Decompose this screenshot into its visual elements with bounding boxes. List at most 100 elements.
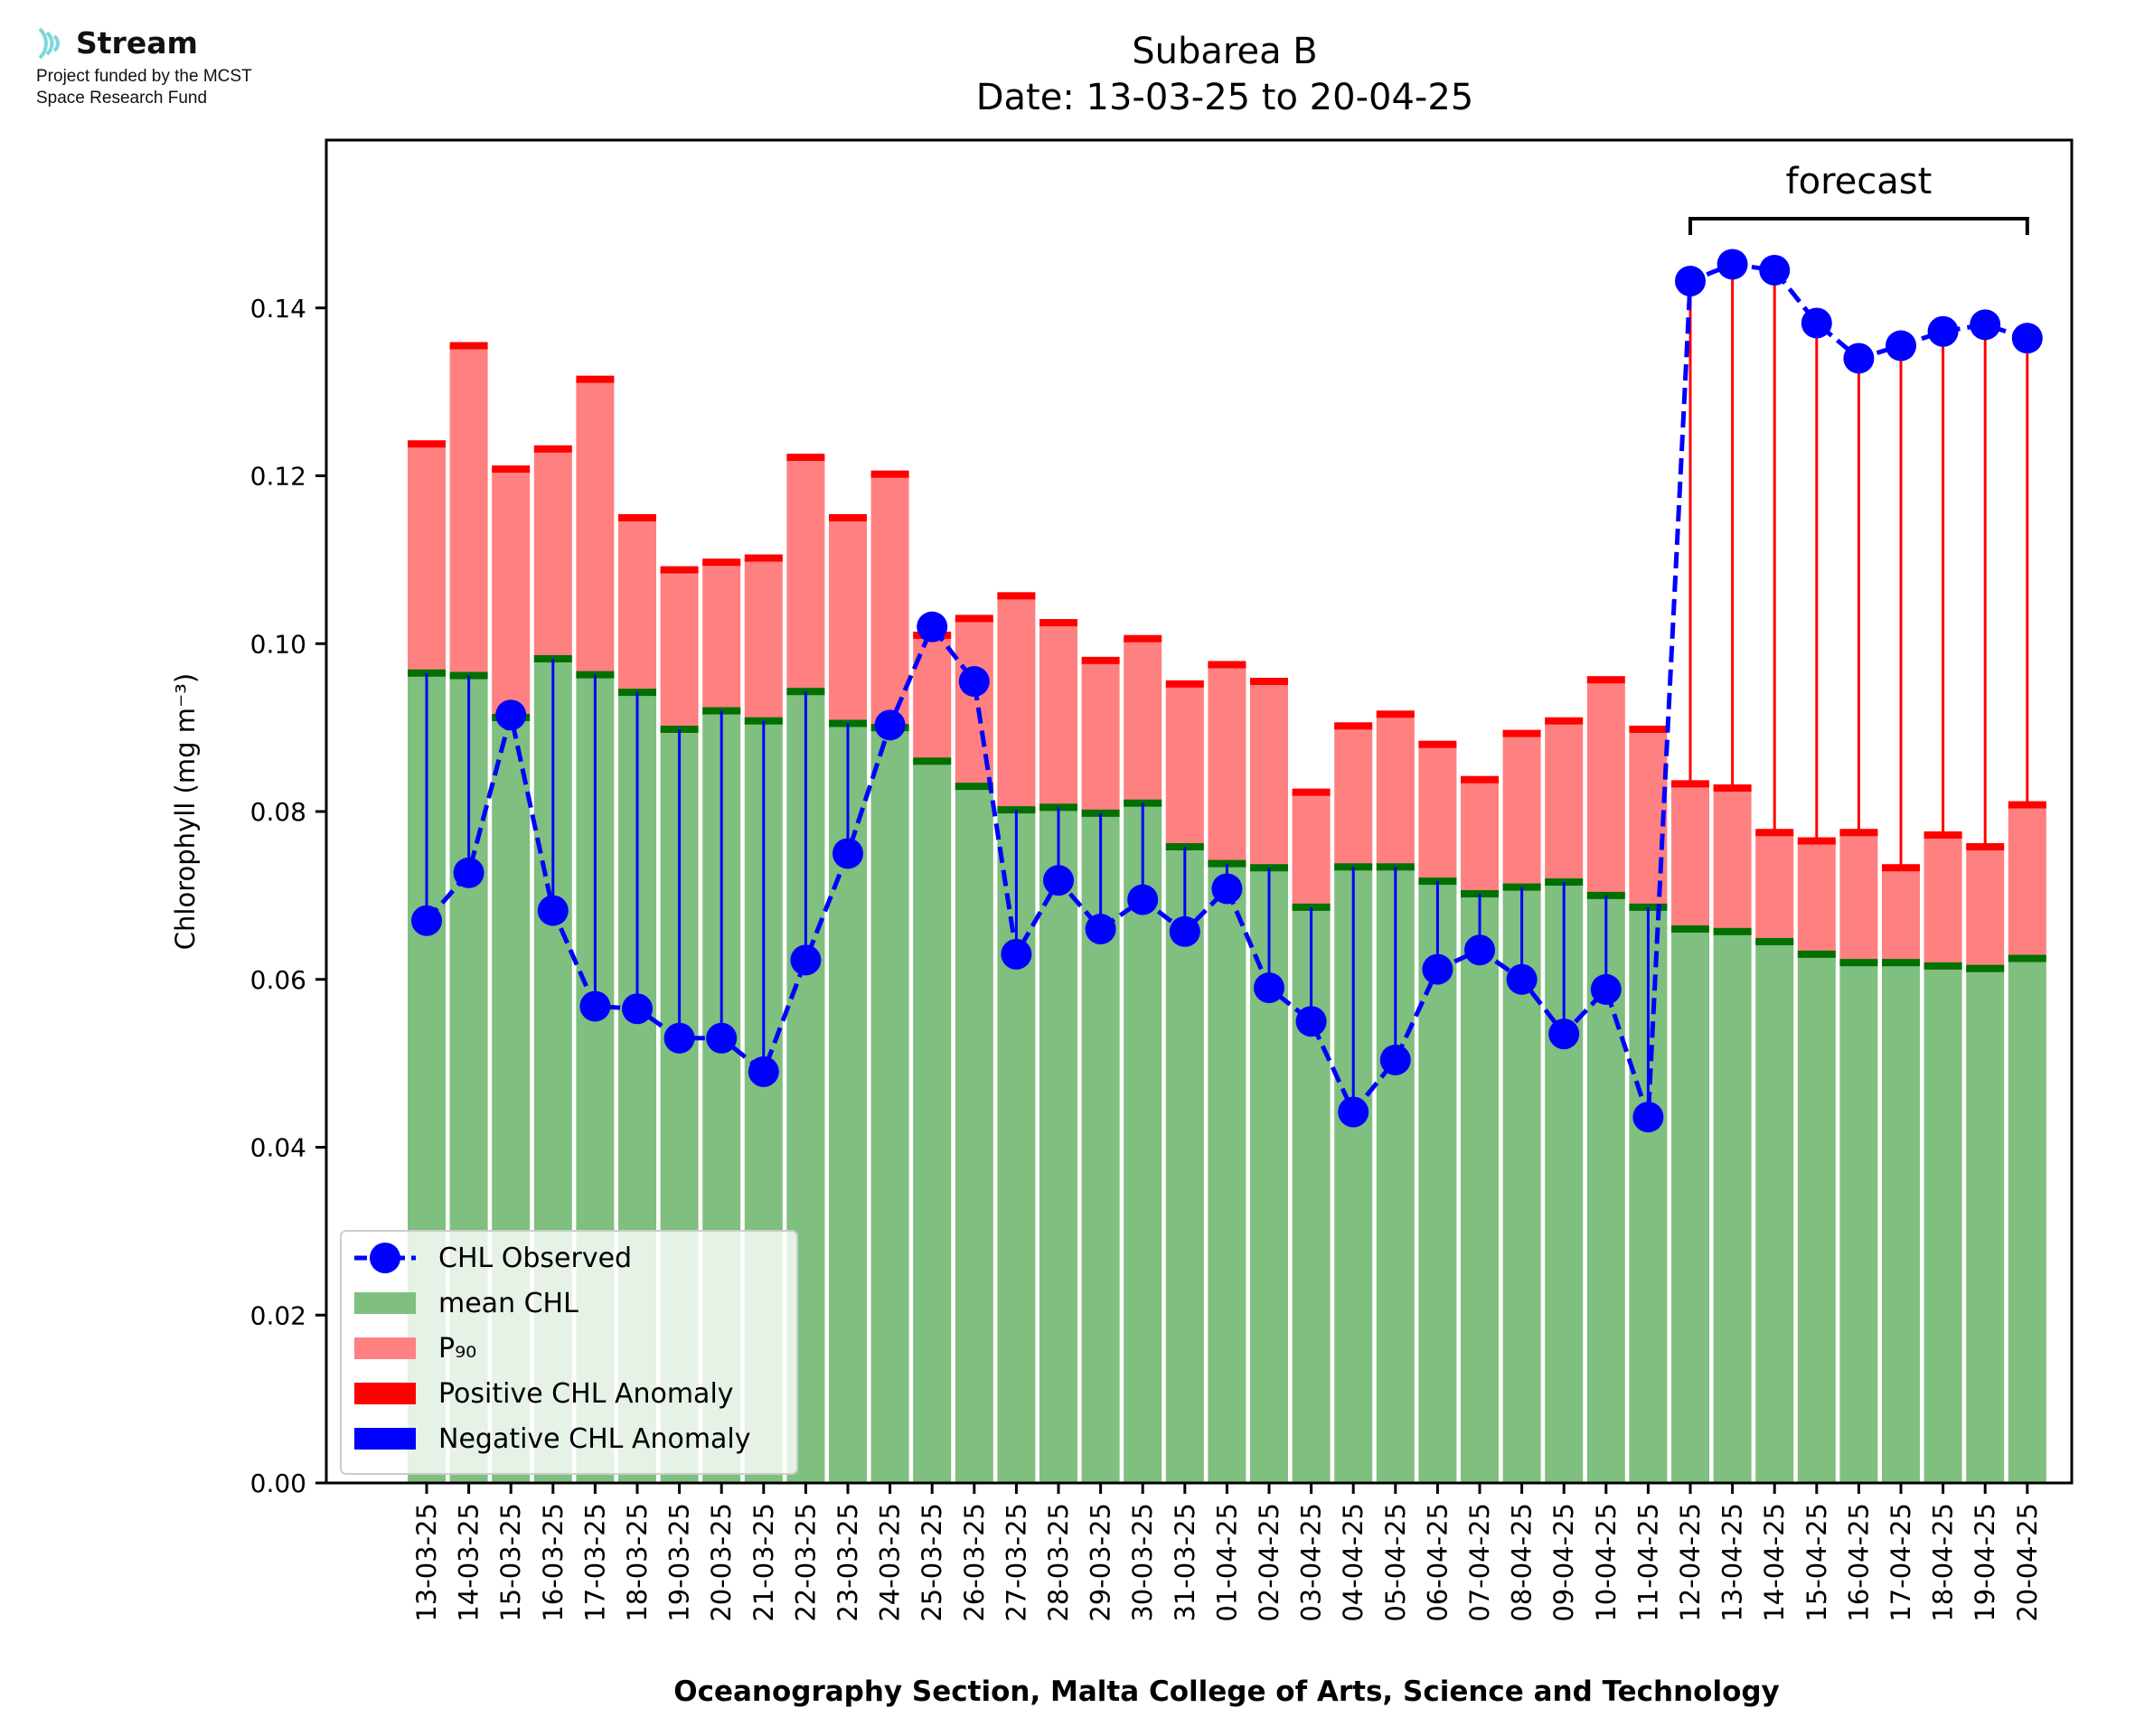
observed-point (1211, 873, 1243, 905)
observed-point (1506, 963, 1538, 995)
p90-bar (1671, 784, 1709, 930)
mean-chl-bar (1039, 807, 1077, 1483)
legend: CHL Observed mean CHL P₉₀ Positive CHL Anom… (340, 1230, 798, 1475)
observed-point (579, 990, 611, 1022)
x-tick-label: 23-03-25 (832, 1503, 863, 1622)
observed-point (958, 666, 990, 698)
p90-cap (1629, 725, 1668, 733)
p90-bar (1208, 664, 1246, 864)
mean-chl-bar (1671, 929, 1709, 1483)
x-tick-label: 13-03-25 (411, 1503, 442, 1622)
x-axis-label: Oceanography Section, Malta College of A… (673, 1675, 1780, 1708)
x-tick-label: 30-03-25 (1127, 1503, 1158, 1622)
x-tick-label: 21-03-25 (748, 1503, 779, 1622)
observed-point (832, 838, 863, 869)
legend-box (340, 1230, 798, 1475)
p90-cap (829, 513, 867, 521)
mean-chl-cap (2008, 954, 2046, 962)
mean-chl-bar (1966, 968, 2005, 1483)
x-tick-label: 25-03-25 (917, 1503, 947, 1622)
observed-point (1632, 1102, 1664, 1133)
y-tick-label: 0.12 (250, 462, 306, 492)
x-tick-label: 13-04-25 (1717, 1503, 1748, 1622)
p90-bar (1755, 832, 1794, 942)
p90-bar (1924, 835, 1962, 966)
observed-point (1464, 934, 1495, 966)
p90-bar (1839, 832, 1878, 963)
observed-point (790, 944, 822, 976)
p90-bar (870, 474, 909, 728)
legend-label: P₉₀ (438, 1333, 476, 1365)
p90-cap (1124, 634, 1162, 643)
p90-cap (1292, 788, 1331, 796)
observed-point (453, 857, 484, 888)
observed-point (706, 1022, 738, 1054)
p90-bar (1418, 744, 1457, 882)
observed-point (1590, 973, 1622, 1005)
observed-point (1759, 254, 1791, 286)
observed-point (1801, 307, 1832, 339)
legend-observed-marker (370, 1243, 400, 1273)
observed-point (1717, 249, 1748, 280)
p90-bar (997, 596, 1036, 811)
x-tick-label: 17-03-25 (579, 1503, 610, 1622)
y-tick-label: 0.10 (250, 629, 306, 659)
mean-chl-bar (1755, 941, 1794, 1483)
p90-cap (997, 592, 1036, 600)
p90-bar (829, 517, 867, 724)
mean-chl-cap (1882, 959, 1920, 967)
mean-chl-bar (1713, 931, 1752, 1483)
p90-bar (1586, 680, 1625, 896)
p90-bar (2008, 804, 2046, 959)
mean-chl-cap (1839, 959, 1878, 967)
y-tick-label: 0.06 (250, 965, 306, 995)
p90-bar (533, 448, 572, 659)
x-tick-label: 20-03-25 (706, 1503, 737, 1622)
y-tick-label: 0.00 (250, 1469, 306, 1498)
p90-cap (786, 454, 825, 462)
p90-cap (702, 558, 741, 567)
observed-point (622, 993, 653, 1025)
mean-chl-cap (955, 783, 993, 791)
legend-negative-swatch (354, 1428, 416, 1450)
observed-point (748, 1056, 779, 1087)
observed-point (1001, 938, 1032, 970)
y-tick-label: 0.02 (250, 1300, 306, 1330)
p90-cap (1586, 676, 1625, 684)
x-tick-label: 28-03-25 (1043, 1503, 1074, 1622)
x-tick-label: 02-04-25 (1254, 1503, 1284, 1622)
p90-cap (955, 615, 993, 623)
p90-cap (1461, 775, 1499, 784)
p90-bar (576, 379, 615, 675)
x-tick-label: 19-03-25 (664, 1503, 695, 1622)
chart-title-line-1: Subarea B (1132, 31, 1318, 72)
stream-waves-icon (38, 27, 60, 60)
observed-point (1085, 914, 1116, 945)
p90-cap (1039, 619, 1077, 627)
p90-cap (1418, 740, 1457, 748)
p90-bar (408, 444, 446, 673)
x-tick-label: 01-04-25 (1211, 1503, 1242, 1622)
p90-bar (618, 517, 656, 693)
mean-chl-bar (955, 786, 993, 1483)
observed-point (411, 905, 442, 936)
x-tick-label: 29-03-25 (1086, 1503, 1116, 1622)
p90-cap (1334, 722, 1373, 730)
x-tick-label: 10-04-25 (1591, 1503, 1622, 1622)
legend-label: Negative CHL Anomaly (438, 1423, 751, 1455)
mean-chl-cap (1671, 925, 1709, 934)
p90-bar (1376, 714, 1415, 868)
observed-point (1927, 315, 1959, 347)
p90-bar (1882, 868, 1920, 963)
p90-cap (449, 342, 488, 350)
mean-chl-bar (870, 727, 909, 1483)
observed-point (663, 1022, 695, 1054)
p90-bar (1461, 779, 1499, 895)
stream-logo: Stream Project funded by the MCST Space … (34, 23, 333, 114)
x-tick-label: 16-04-25 (1843, 1503, 1874, 1622)
x-tick-label: 31-03-25 (1170, 1503, 1200, 1622)
mean-chl-cap (913, 757, 952, 765)
mean-chl-cap (1755, 937, 1794, 945)
forecast-bracket: forecast (1688, 161, 2029, 235)
observed-point (1843, 343, 1875, 374)
